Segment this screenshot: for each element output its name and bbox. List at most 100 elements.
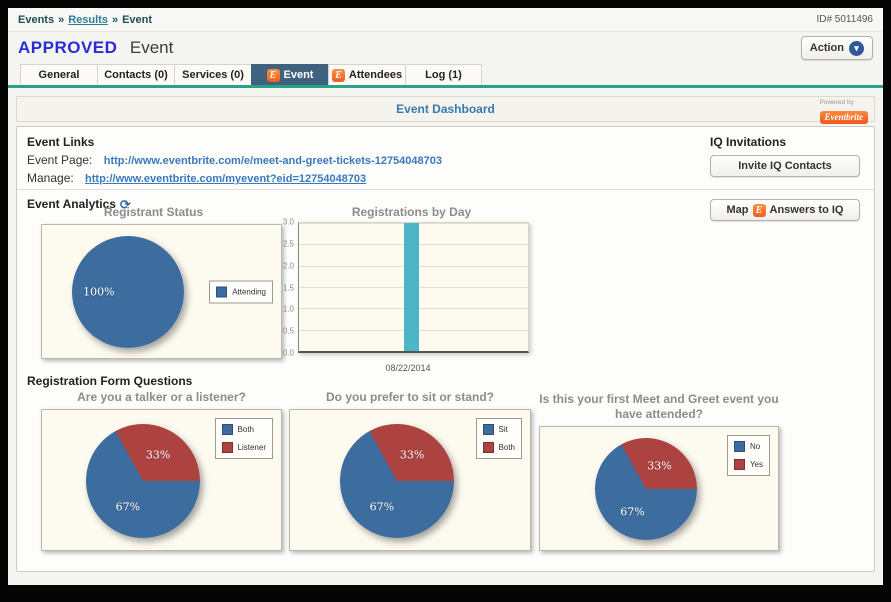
tab-event[interactable]: E Event (251, 64, 328, 85)
legend-item: Sit (482, 424, 515, 435)
legend-label: No (749, 442, 761, 451)
chevron-down-icon: ▾ (849, 40, 864, 56)
iq-invitations-block: IQ Invitations Invite IQ Contacts (710, 135, 860, 177)
breadcrumb-separator: » (58, 13, 65, 26)
question3-pie: 67% 33% (595, 438, 697, 540)
pie-slice-label: 33% (647, 459, 672, 473)
legend-item: Yes (733, 459, 763, 470)
question1-pie-panel: 67% 33% Both Listener (41, 409, 282, 551)
tab-label: General (38, 69, 80, 81)
breadcrumb-results-link[interactable]: Results (68, 13, 108, 26)
title-row: APPROVED Event Action ▾ (8, 32, 883, 64)
record-id: ID# 5011496 (816, 14, 873, 25)
registrant-status-legend: Attending (209, 280, 273, 303)
action-button[interactable]: Action ▾ (800, 36, 873, 60)
legend-item: Attending (216, 286, 266, 297)
pie-slice-label: 33% (145, 448, 171, 462)
y-tick-label: 1.5 (282, 283, 294, 292)
question1-pie: 67% 33% (86, 424, 200, 538)
app-window: Events» Results» Event ID# 5011496 APPROVE… (8, 8, 883, 585)
breadcrumb-separator: » (111, 13, 119, 26)
tab-contacts[interactable]: Contacts (0) (97, 64, 174, 85)
legend-item: Both (482, 442, 515, 453)
legend-swatch (733, 441, 745, 452)
breadcrumb-events: Events (18, 13, 55, 26)
map-answers-block: Map E Answers to IQ (710, 199, 860, 221)
y-tick-label: 2.0 (282, 261, 294, 271)
action-button-label: Action (809, 42, 844, 54)
y-tick-label: 0.0 (282, 348, 294, 358)
tab-label: Contacts (0) (104, 69, 168, 81)
dashboard-title: Event Dashboard (396, 102, 495, 116)
dashboard-panel: Event Links Event Page: http://www.event… (16, 126, 875, 572)
event-page-link[interactable]: http://www.eventbrite.com/e/meet-and-gre… (103, 155, 443, 167)
map-answers-to-iq-button[interactable]: Map E Answers to IQ (710, 199, 860, 221)
dashboard-header: Event Dashboard Powered by Eventbrite (16, 96, 875, 125)
registration-form-questions-heading: Registration Form Questions (27, 374, 193, 388)
question2-title: Do you prefer to sit or stand? (325, 390, 494, 404)
legend-swatch (216, 286, 228, 297)
legend-swatch (482, 424, 494, 435)
registrant-status-pie-panel: 100% Attending (41, 224, 282, 359)
question1-legend: Both Listener (214, 418, 273, 459)
eventbrite-logo: Eventbrite (819, 111, 868, 124)
accent-divider (8, 85, 883, 88)
invite-iq-contacts-button[interactable]: Invite IQ Contacts (710, 155, 860, 177)
question3-title: Is this your first Meet and Greet event … (539, 392, 779, 421)
breadcrumb: Events» Results» Event (18, 14, 152, 26)
legend-swatch (733, 459, 745, 470)
manage-link[interactable]: http://www.eventbrite.com/myevent?eid=12… (85, 173, 367, 185)
chart-title-registrations-by-day: Registrations by Day (351, 205, 472, 219)
tab-attendees[interactable]: E Attendees (328, 64, 405, 85)
legend-label: Both (498, 443, 515, 452)
question3-pie-panel: 67% 33% No Yes (539, 426, 779, 551)
eventbrite-icon: E (752, 203, 766, 217)
legend-swatch (482, 442, 494, 453)
tab-label: Log (1) (425, 69, 462, 81)
powered-by-eventbrite-badge[interactable]: Powered by Eventbrite (819, 99, 868, 125)
question2-pie-panel: 67% 33% Sit Both (289, 409, 531, 551)
question2-legend: Sit Both (475, 418, 522, 459)
y-tick-label: 2.5 (282, 239, 294, 249)
event-links-heading: Event Links (27, 135, 95, 149)
legend-label: Both (237, 425, 254, 434)
y-tick-label: 0.5 (282, 326, 294, 336)
map-label: Map (726, 204, 749, 216)
legend-label: Listener (237, 443, 266, 452)
question2-pie: 67% 33% (340, 424, 454, 538)
question3-legend: No Yes (726, 435, 770, 476)
tab-general[interactable]: General (20, 64, 97, 85)
y-tick-label: 3.0 (282, 217, 294, 227)
tab-label: Event (283, 69, 314, 81)
legend-label: Attending (232, 287, 266, 296)
chart-title-registrant-status: Registrant Status (103, 205, 204, 219)
event-analytics-heading: Event Analytics ⟳ (27, 197, 131, 213)
pie-slice-label: 33% (399, 448, 425, 462)
pie-slice-label: 67% (115, 500, 141, 513)
legend-swatch (221, 442, 233, 453)
tab-label: Services (0) (182, 69, 244, 81)
tab-bar: General Contacts (0) Services (0) E Event… (20, 64, 883, 85)
event-page-row: Event Page: http://www.eventbrite.com/e/… (27, 153, 442, 167)
pie-slice-label: 100% (83, 285, 115, 299)
event-page-label: Event Page: (27, 153, 93, 167)
eventbrite-icon: E (331, 68, 345, 82)
bar-registrations (404, 223, 420, 351)
powered-by-label: Powered by (819, 99, 854, 106)
question1-title: Are you a talker or a listener? (77, 390, 246, 404)
tab-services[interactable]: Services (0) (174, 64, 251, 85)
registrant-status-pie: 100% (72, 236, 184, 348)
pie-slice-label: 67% (620, 505, 645, 519)
legend-item: Listener (221, 442, 266, 453)
refresh-icon[interactable]: ⟳ (119, 197, 131, 212)
answers-to-iq-label: Answers to IQ (769, 204, 844, 216)
tab-log[interactable]: Log (1) (405, 64, 482, 85)
iq-invitations-heading: IQ Invitations (710, 135, 787, 149)
event-analytics-label: Event Analytics (27, 197, 116, 211)
legend-swatch (221, 424, 233, 435)
legend-item: No (733, 441, 763, 452)
eventbrite-icon: E (266, 68, 280, 82)
tab-label: Attendees (348, 69, 403, 81)
bar-chart-x-label: 08/22/2014 (385, 363, 431, 373)
manage-row: Manage: http://www.eventbrite.com/myeven… (27, 171, 366, 185)
